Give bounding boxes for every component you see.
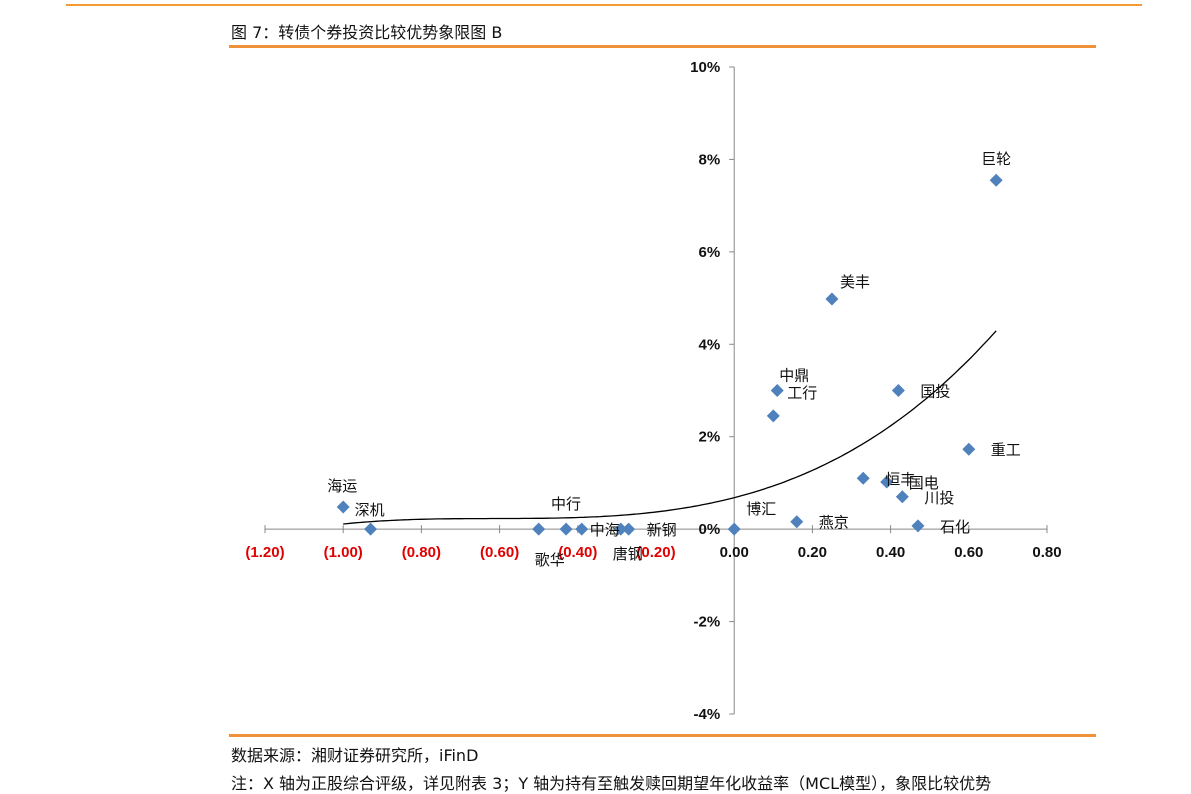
y-tick-label: 10% bbox=[690, 59, 720, 76]
y-tick-label: 0% bbox=[699, 521, 721, 538]
x-tick-label: (0.60) bbox=[480, 544, 519, 561]
point-label: 国电 bbox=[909, 474, 939, 492]
point-label: 川投 bbox=[924, 489, 954, 507]
point-label: 歌华 bbox=[535, 551, 565, 569]
y-tick-label: 6% bbox=[699, 244, 721, 261]
data-point-新钢 bbox=[622, 522, 636, 536]
note-text: 注：X 轴为正股综合评级，详见附表 3；Y 轴为持有至触发赎回期望年化收益率（M… bbox=[231, 774, 992, 793]
source-text: 数据来源：湘财证券研究所，iFinD bbox=[231, 746, 479, 765]
point-label: 新钢 bbox=[647, 521, 677, 539]
point-label: 美丰 bbox=[840, 273, 870, 291]
x-tick-label: (1.00) bbox=[324, 544, 363, 561]
data-point-唐钢 bbox=[614, 522, 628, 536]
data-point-中鼎 bbox=[770, 384, 784, 397]
data-point-国投 bbox=[891, 384, 905, 397]
y-tick-label: 8% bbox=[699, 151, 721, 168]
point-label: 中鼎 bbox=[779, 367, 809, 385]
x-tick-label: 0.60 bbox=[954, 544, 983, 561]
x-tick-label: 0.00 bbox=[720, 544, 749, 561]
point-label: 博汇 bbox=[746, 500, 776, 518]
trendline-path bbox=[343, 330, 997, 525]
y-tick-label: 4% bbox=[699, 336, 721, 353]
axes: (1.20) (1.00) (0.80) (0.60) (0.40) (0.20) 0.00… bbox=[245, 59, 1061, 723]
data-point-石化 bbox=[911, 519, 925, 533]
point-label: 恒丰 bbox=[885, 470, 915, 488]
data-point-海运 bbox=[336, 500, 350, 514]
point-label: 石化 bbox=[940, 518, 970, 536]
data-point-巨轮 bbox=[989, 173, 1003, 187]
data-point-重工 bbox=[962, 442, 976, 456]
data-point-工行 bbox=[766, 409, 780, 423]
data-point-深机 bbox=[364, 522, 378, 536]
data-point-歌华 bbox=[532, 522, 546, 536]
x-tick-label: 0.40 bbox=[876, 544, 905, 561]
point-label: 唐钢 bbox=[613, 545, 643, 563]
data-point-燕京 bbox=[790, 515, 804, 529]
top-rule bbox=[66, 4, 1142, 6]
data-point-中行 bbox=[559, 522, 573, 536]
x-tick-label: (1.20) bbox=[245, 544, 284, 561]
data-point-川投 bbox=[895, 490, 909, 504]
y-tick-label: -4% bbox=[694, 706, 721, 723]
points bbox=[336, 173, 1003, 536]
point-label: 深机 bbox=[355, 501, 385, 519]
point-label: 海运 bbox=[327, 477, 357, 495]
data-point-恒丰 bbox=[856, 471, 870, 485]
x-tick-label: (0.40) bbox=[558, 544, 597, 561]
x-tick-label: (0.20) bbox=[636, 544, 675, 561]
data-point-博汇 bbox=[727, 522, 741, 536]
trendline bbox=[343, 330, 997, 525]
data-point-美丰 bbox=[825, 292, 839, 306]
x-tick-label: (0.80) bbox=[402, 544, 441, 561]
point-label: 中行 bbox=[551, 495, 581, 513]
figure-title: 图 7：转债个券投资比较优势象限图 B bbox=[231, 23, 503, 42]
point-label: 中海 bbox=[590, 521, 620, 539]
point-label: 燕京 bbox=[819, 514, 849, 532]
data-point-国电 bbox=[880, 475, 894, 489]
x-tick-label: 0.20 bbox=[798, 544, 827, 561]
title-rule bbox=[229, 45, 1096, 48]
point-label: 工行 bbox=[787, 384, 817, 402]
y-tick-label: -2% bbox=[694, 614, 721, 631]
y-tick-label: 2% bbox=[699, 429, 721, 446]
point-label: 国投 bbox=[920, 383, 950, 401]
point-label: 巨轮 bbox=[981, 150, 1011, 168]
x-tick-label: 0.80 bbox=[1032, 544, 1061, 561]
point-label: 重工 bbox=[991, 441, 1021, 459]
bottom-rule bbox=[229, 734, 1096, 737]
data-point-中海 bbox=[575, 522, 589, 536]
